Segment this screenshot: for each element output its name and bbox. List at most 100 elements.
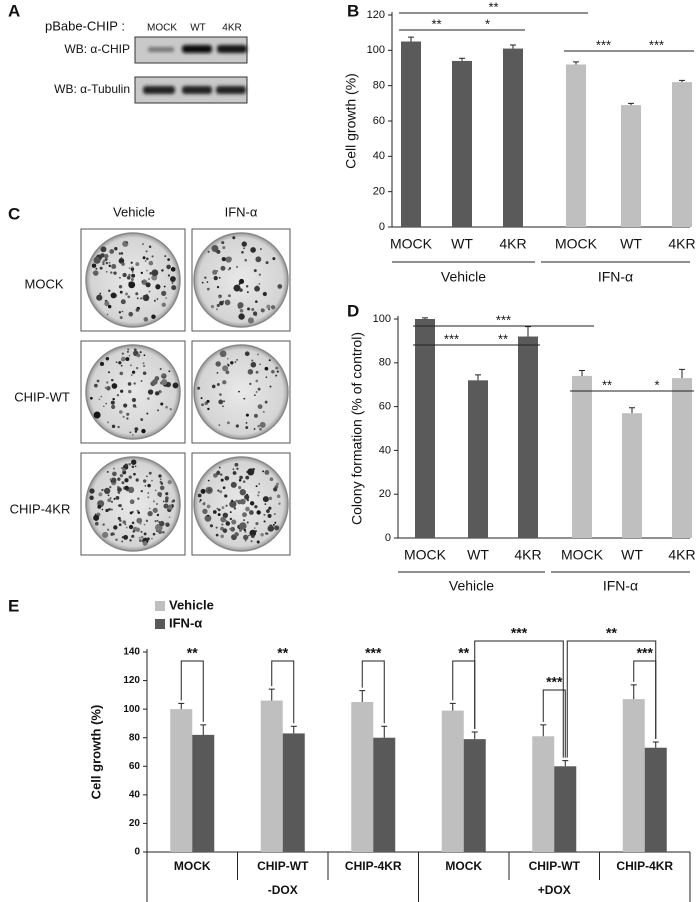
colony	[264, 366, 269, 371]
y-tick-label: 0	[385, 532, 391, 544]
colony	[255, 300, 258, 303]
x-tick-label: MOCK	[174, 859, 211, 873]
colony	[215, 533, 219, 537]
y-tick-label: 60	[379, 401, 391, 413]
colony	[151, 274, 158, 281]
blot-row-label: WB: α-Tubulin	[54, 82, 130, 96]
colony	[122, 520, 127, 524]
colony	[111, 383, 118, 389]
colony	[168, 516, 171, 518]
colony	[255, 485, 258, 488]
colony	[131, 397, 137, 403]
colony	[162, 500, 165, 503]
colony	[270, 305, 276, 310]
colony	[244, 530, 247, 534]
colony	[219, 490, 223, 494]
error-bar	[652, 741, 659, 748]
colony	[242, 512, 247, 518]
colony	[254, 394, 256, 397]
colony	[228, 294, 231, 298]
colony	[259, 427, 262, 431]
colony	[218, 276, 221, 279]
colony	[118, 258, 125, 264]
colony	[156, 513, 160, 517]
colony	[239, 308, 244, 313]
colony	[255, 370, 259, 374]
error-bar	[471, 731, 478, 740]
colony	[220, 516, 226, 523]
colony	[236, 359, 239, 361]
colony	[221, 523, 224, 526]
colony	[126, 412, 130, 416]
colony	[110, 378, 114, 382]
colony	[107, 421, 109, 424]
colony	[151, 269, 159, 277]
colony	[139, 351, 142, 354]
colony	[159, 520, 165, 527]
colony	[133, 348, 137, 352]
colony	[217, 513, 221, 517]
colony	[172, 382, 179, 389]
colony	[127, 350, 129, 353]
colony	[262, 291, 267, 297]
colony	[147, 397, 150, 400]
bar	[260, 700, 283, 852]
significance-label: *	[654, 377, 659, 392]
significance-label: ***	[511, 625, 528, 641]
colony	[131, 465, 135, 469]
colony	[157, 409, 159, 412]
colony	[222, 486, 226, 490]
colony	[239, 288, 243, 292]
colony	[113, 271, 117, 275]
colony	[229, 500, 237, 508]
colony	[238, 528, 243, 532]
colony	[109, 249, 115, 254]
colony	[267, 525, 275, 532]
bar	[518, 336, 538, 538]
plate	[193, 456, 289, 552]
colony	[212, 510, 217, 514]
colony	[223, 400, 225, 403]
colony	[155, 284, 161, 290]
bar	[621, 105, 641, 227]
significance-label: ***	[596, 37, 611, 52]
colony	[149, 271, 153, 275]
colony	[110, 532, 114, 536]
colony	[225, 504, 228, 507]
colony	[238, 478, 242, 482]
colony	[111, 264, 117, 270]
colony	[259, 248, 262, 250]
colony	[151, 314, 156, 319]
x-tick-label: CHIP-WT	[257, 859, 309, 873]
colony	[268, 359, 271, 362]
colony	[121, 352, 125, 355]
colony	[258, 482, 261, 485]
colony	[120, 252, 124, 255]
colony	[207, 250, 210, 253]
error-bar	[679, 368, 685, 379]
colony	[234, 532, 239, 537]
colony	[168, 370, 171, 373]
colony	[242, 480, 246, 483]
significance-label: **	[458, 645, 469, 661]
colony	[131, 534, 135, 538]
bar	[566, 64, 586, 227]
colony	[164, 255, 167, 258]
colony	[234, 462, 239, 467]
colony	[118, 361, 122, 365]
error-bar	[475, 374, 481, 381]
colony	[251, 359, 254, 362]
colony	[134, 427, 139, 432]
colony	[116, 394, 120, 397]
y-tick-label: 40	[129, 789, 141, 800]
bar	[401, 41, 421, 227]
panel-label: C	[8, 204, 20, 223]
colony	[200, 397, 203, 400]
colony	[127, 348, 130, 351]
colony	[117, 425, 120, 429]
colony	[161, 269, 164, 272]
colony	[143, 354, 146, 357]
colony	[163, 503, 169, 509]
colony	[98, 398, 101, 401]
colony	[129, 499, 135, 505]
